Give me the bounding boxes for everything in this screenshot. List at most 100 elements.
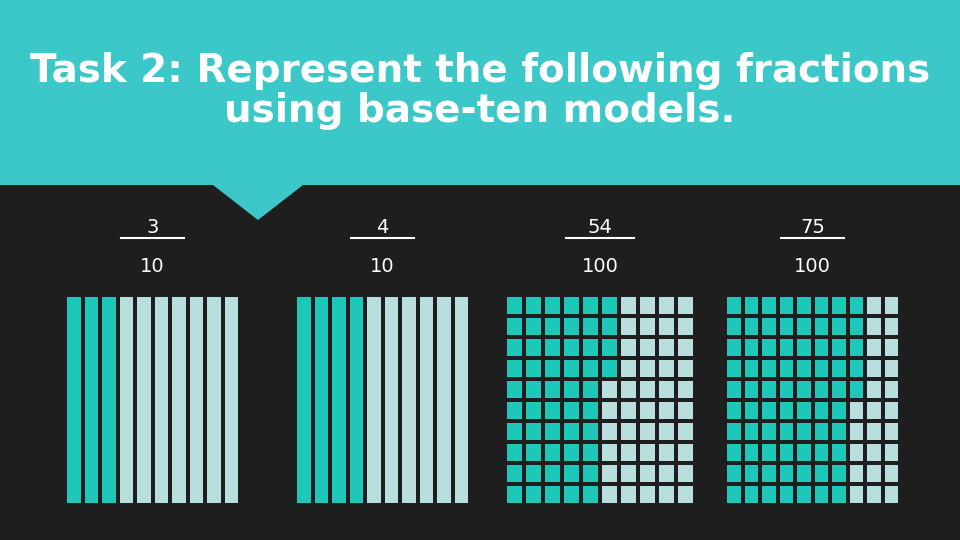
Bar bbox=[780, 423, 793, 440]
Bar bbox=[564, 402, 579, 419]
Bar bbox=[797, 318, 810, 335]
Bar bbox=[602, 423, 617, 440]
Bar bbox=[621, 339, 636, 356]
Bar bbox=[867, 486, 880, 503]
Bar bbox=[564, 318, 579, 335]
Bar bbox=[621, 297, 636, 314]
Text: 10: 10 bbox=[371, 257, 395, 276]
Bar bbox=[745, 381, 758, 398]
Bar bbox=[745, 339, 758, 356]
Bar bbox=[884, 360, 898, 377]
Bar bbox=[84, 297, 98, 503]
Bar bbox=[621, 465, 636, 482]
Bar bbox=[507, 402, 522, 419]
Bar bbox=[745, 297, 758, 314]
Bar bbox=[640, 423, 655, 440]
Bar bbox=[780, 318, 793, 335]
Bar bbox=[867, 381, 880, 398]
Bar bbox=[814, 318, 828, 335]
Bar bbox=[583, 381, 598, 398]
Bar bbox=[507, 486, 522, 503]
Bar bbox=[621, 444, 636, 461]
Bar bbox=[315, 297, 328, 503]
Text: 3: 3 bbox=[146, 218, 158, 237]
Bar bbox=[850, 486, 863, 503]
Bar bbox=[526, 402, 541, 419]
Bar bbox=[621, 423, 636, 440]
Bar bbox=[526, 360, 541, 377]
Bar bbox=[814, 402, 828, 419]
Bar bbox=[850, 402, 863, 419]
Bar bbox=[545, 444, 560, 461]
Bar bbox=[137, 297, 151, 503]
Bar bbox=[780, 381, 793, 398]
Bar bbox=[814, 423, 828, 440]
Bar bbox=[659, 486, 674, 503]
Bar bbox=[659, 318, 674, 335]
Bar bbox=[640, 381, 655, 398]
Bar bbox=[850, 297, 863, 314]
Bar bbox=[780, 486, 793, 503]
Bar bbox=[621, 360, 636, 377]
Bar bbox=[727, 360, 740, 377]
Bar bbox=[762, 423, 776, 440]
Bar bbox=[659, 339, 674, 356]
Bar bbox=[884, 423, 898, 440]
Bar bbox=[332, 297, 346, 503]
Bar bbox=[832, 381, 846, 398]
Text: 100: 100 bbox=[582, 257, 618, 276]
Bar bbox=[602, 297, 617, 314]
Bar bbox=[526, 486, 541, 503]
Bar bbox=[745, 360, 758, 377]
Bar bbox=[762, 402, 776, 419]
Bar bbox=[797, 402, 810, 419]
Bar bbox=[814, 381, 828, 398]
Bar bbox=[780, 360, 793, 377]
Bar bbox=[850, 423, 863, 440]
Bar bbox=[507, 381, 522, 398]
Bar bbox=[621, 381, 636, 398]
Bar bbox=[526, 318, 541, 335]
Bar bbox=[67, 297, 81, 503]
Bar bbox=[832, 486, 846, 503]
Bar bbox=[727, 318, 740, 335]
Text: 54: 54 bbox=[588, 218, 612, 237]
Bar bbox=[678, 318, 693, 335]
Bar bbox=[850, 360, 863, 377]
Bar bbox=[583, 360, 598, 377]
Bar bbox=[867, 444, 880, 461]
Bar bbox=[762, 486, 776, 503]
Bar bbox=[564, 444, 579, 461]
Bar bbox=[727, 465, 740, 482]
Bar bbox=[545, 402, 560, 419]
Bar bbox=[814, 465, 828, 482]
Bar bbox=[172, 297, 185, 503]
Bar bbox=[102, 297, 115, 503]
Bar bbox=[850, 444, 863, 461]
Bar bbox=[602, 318, 617, 335]
Bar bbox=[602, 402, 617, 419]
Bar bbox=[814, 444, 828, 461]
Bar bbox=[678, 297, 693, 314]
Bar bbox=[602, 360, 617, 377]
Bar bbox=[867, 360, 880, 377]
Bar bbox=[155, 297, 168, 503]
Bar bbox=[678, 402, 693, 419]
Bar bbox=[507, 318, 522, 335]
Bar bbox=[507, 465, 522, 482]
Bar bbox=[678, 339, 693, 356]
Bar bbox=[659, 381, 674, 398]
Bar bbox=[867, 465, 880, 482]
Bar bbox=[762, 465, 776, 482]
Bar bbox=[526, 465, 541, 482]
Bar bbox=[780, 402, 793, 419]
Bar bbox=[545, 318, 560, 335]
Bar bbox=[602, 486, 617, 503]
Bar bbox=[225, 297, 238, 503]
Bar bbox=[762, 360, 776, 377]
Bar bbox=[727, 381, 740, 398]
Bar bbox=[507, 444, 522, 461]
Bar bbox=[437, 297, 450, 503]
Bar bbox=[621, 402, 636, 419]
Bar bbox=[545, 339, 560, 356]
